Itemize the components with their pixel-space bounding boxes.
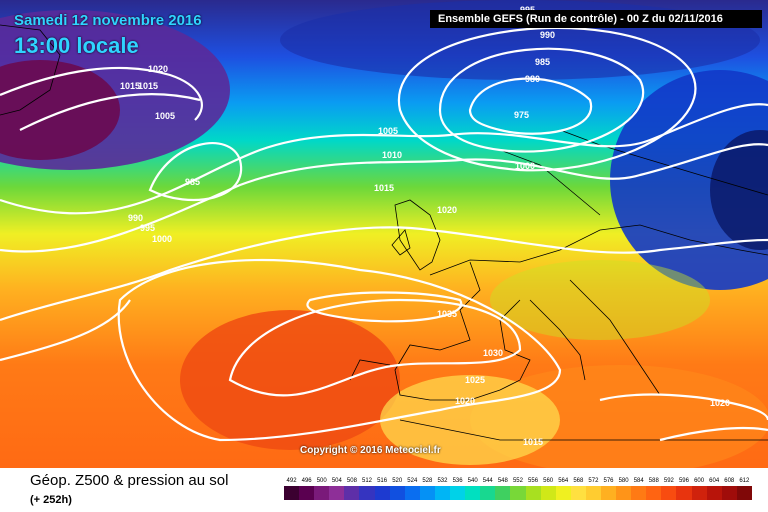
scale-swatch — [480, 486, 496, 500]
scale-tick-label: 532 — [437, 478, 448, 484]
scale-tick-label: 540 — [467, 478, 478, 484]
scale-tick-label: 496 — [301, 478, 312, 484]
copyright: Copyright © 2016 Meteociel.fr — [300, 445, 441, 456]
isobar-labels: 1020 1015 1015 1005 985 990 995 1000 100… — [120, 5, 730, 447]
scale-swatch — [721, 486, 737, 500]
scale-swatch — [359, 486, 375, 500]
isobars — [0, 26, 768, 442]
scale-swatch — [525, 486, 541, 500]
scale-swatch — [616, 486, 632, 500]
scale-tick-label: 604 — [709, 478, 720, 484]
scale-swatch — [389, 486, 405, 500]
scale-swatch — [344, 486, 360, 500]
scale-tick-label: 548 — [497, 478, 508, 484]
scale-tick-label: 500 — [316, 478, 327, 484]
scale-tick-label: 612 — [739, 478, 750, 484]
forecast-time: 13:00 locale — [14, 33, 139, 58]
scale-tick-label: 512 — [362, 478, 373, 484]
scale-tick-label: 508 — [346, 478, 357, 484]
scale-tick-label: 600 — [694, 478, 705, 484]
scale-swatch — [555, 486, 571, 500]
isobar-label: 1025 — [465, 375, 485, 385]
isobar-label: 1000 — [152, 234, 172, 244]
scale-tick-label: 492 — [286, 478, 297, 484]
scale-swatch — [450, 486, 466, 500]
isobar-label: 1005 — [155, 111, 175, 121]
scale-tick-label: 608 — [724, 478, 735, 484]
scale-swatch — [540, 486, 556, 500]
scale-swatch — [646, 486, 662, 500]
isobar-label: 1015 — [523, 437, 543, 447]
scale-tick-label: 580 — [618, 478, 629, 484]
isobar-label: 1000 — [515, 161, 535, 171]
scale-tick-label: 544 — [482, 478, 493, 484]
scale-tick-label: 572 — [588, 478, 599, 484]
isobar-label: 995 — [140, 223, 155, 233]
isobar-label: 1020 — [455, 396, 475, 406]
scale-tick-label: 588 — [648, 478, 659, 484]
scale-swatch — [404, 486, 420, 500]
isobar-label: 1020 — [148, 64, 168, 74]
scale-swatch — [510, 486, 526, 500]
isobar-label: 1015 — [138, 81, 158, 91]
scale-tick-label: 560 — [543, 478, 554, 484]
scale-tick-label: 584 — [633, 478, 644, 484]
scale-tick-label: 520 — [392, 478, 403, 484]
run-info: Ensemble GEFS (Run de contrôle) - 00 Z d… — [430, 10, 762, 28]
scale-tick-label: 576 — [603, 478, 614, 484]
scale-tick-label: 564 — [558, 478, 569, 484]
scale-swatch — [314, 486, 330, 500]
isobar-label: 990 — [540, 30, 555, 40]
scale-swatch — [419, 486, 435, 500]
isobar-label: 1005 — [378, 126, 398, 136]
isobar-label: 1030 — [483, 348, 503, 358]
isobar-label: 1020 — [710, 398, 730, 408]
scale-swatch — [661, 486, 677, 500]
scale-swatch — [736, 486, 752, 500]
scale-swatch — [434, 486, 451, 500]
scale-swatch — [585, 486, 601, 500]
scale-tick-label: 552 — [512, 478, 523, 484]
color-scale-bar — [284, 486, 752, 500]
scale-swatch — [600, 486, 617, 500]
isobar-label: 985 — [185, 177, 200, 187]
weather-map: 1020 1015 1015 1005 985 990 995 1000 100… — [0, 0, 768, 468]
scale-swatch — [374, 486, 390, 500]
scale-tick-label: 556 — [528, 478, 539, 484]
scale-swatch — [329, 486, 345, 500]
scale-tick-label: 504 — [331, 478, 342, 484]
scale-swatch — [691, 486, 707, 500]
field-title: Géop. Z500 & pression au sol — [30, 472, 229, 489]
isobar-label: 980 — [525, 74, 540, 84]
scale-swatch — [284, 486, 300, 500]
scale-swatch — [299, 486, 315, 500]
ridge-core — [180, 310, 400, 450]
scale-swatch — [631, 486, 647, 500]
scale-swatch — [706, 486, 722, 500]
scale-tick-label: 528 — [422, 478, 433, 484]
isobar-label: 1015 — [120, 81, 140, 91]
isobar-label: 1010 — [382, 150, 402, 160]
scale-swatch — [495, 486, 511, 500]
scale-tick-label: 516 — [377, 478, 388, 484]
scale-tick-label: 596 — [678, 478, 689, 484]
isobar-label: 975 — [514, 110, 529, 120]
scale-tick-label: 536 — [452, 478, 463, 484]
isobar-label: 1015 — [374, 183, 394, 193]
color-scale-ticks: 492 496 500 504 508 512 516 520 524 528 532 536 540 5… — [284, 478, 752, 484]
scale-tick-label: 592 — [663, 478, 674, 484]
lead-time: (+ 252h) — [30, 494, 72, 506]
forecast-date: Samedi 12 novembre 2016 — [14, 12, 202, 29]
scale-swatch — [465, 486, 481, 500]
color-scale: 492 496 500 504 508 512 516 520 524 528 532 536 540 5… — [284, 478, 752, 500]
isobar-label: 985 — [535, 57, 550, 67]
scale-tick-label: 568 — [573, 478, 584, 484]
scale-swatch — [676, 486, 692, 500]
isobar-label: 990 — [128, 213, 143, 223]
isobar-label: 1020 — [437, 205, 457, 215]
isobar-label: 1035 — [437, 309, 457, 319]
scale-tick-label: 524 — [407, 478, 418, 484]
coastlines — [0, 24, 768, 441]
scale-swatch — [570, 486, 586, 500]
